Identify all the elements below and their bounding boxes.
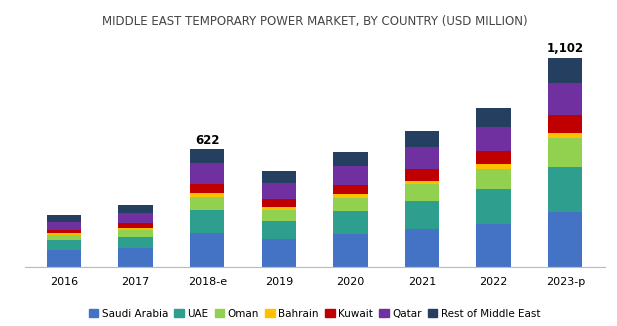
Legend: Saudi Arabia, UAE, Oman, Bahrain, Kuwait, Qatar, Rest of Middle East: Saudi Arabia, UAE, Oman, Bahrain, Kuwait… bbox=[85, 304, 545, 323]
Bar bbox=[548, 83, 582, 115]
Bar bbox=[262, 220, 296, 239]
Bar bbox=[118, 230, 153, 236]
Bar bbox=[118, 248, 153, 267]
Bar bbox=[262, 171, 296, 183]
Bar bbox=[405, 147, 439, 169]
Bar bbox=[405, 229, 439, 267]
Bar bbox=[262, 207, 296, 210]
Bar bbox=[333, 211, 368, 234]
Bar bbox=[190, 210, 225, 233]
Bar bbox=[190, 193, 225, 197]
Bar bbox=[118, 205, 153, 213]
Bar bbox=[118, 228, 153, 230]
Bar bbox=[47, 222, 81, 230]
Bar bbox=[476, 126, 511, 151]
Bar bbox=[262, 199, 296, 207]
Bar bbox=[47, 215, 81, 222]
Bar bbox=[118, 236, 153, 248]
Bar bbox=[333, 152, 368, 166]
Bar bbox=[548, 133, 582, 139]
Bar bbox=[405, 185, 439, 201]
Bar bbox=[47, 233, 81, 235]
Bar bbox=[405, 181, 439, 185]
Bar bbox=[476, 151, 511, 164]
Bar bbox=[190, 164, 225, 184]
Bar bbox=[190, 149, 225, 164]
Bar bbox=[476, 169, 511, 189]
Bar bbox=[333, 185, 368, 194]
Bar bbox=[190, 184, 225, 193]
Bar bbox=[190, 233, 225, 267]
Bar bbox=[333, 194, 368, 198]
Bar bbox=[476, 108, 511, 126]
Bar bbox=[262, 183, 296, 199]
Bar bbox=[118, 223, 153, 228]
Bar bbox=[405, 201, 439, 229]
Bar bbox=[47, 230, 81, 233]
Bar bbox=[190, 197, 225, 210]
Bar bbox=[262, 239, 296, 267]
Bar bbox=[476, 224, 511, 267]
Bar bbox=[333, 166, 368, 185]
Bar bbox=[47, 250, 81, 267]
Bar bbox=[405, 169, 439, 181]
Bar bbox=[476, 189, 511, 224]
Bar bbox=[476, 164, 511, 169]
Bar bbox=[47, 240, 81, 250]
Bar bbox=[548, 115, 582, 133]
Bar bbox=[548, 167, 582, 212]
Text: 1,102: 1,102 bbox=[547, 42, 584, 55]
Title: MIDDLE EAST TEMPORARY POWER MARKET, BY COUNTRY (USD MILLION): MIDDLE EAST TEMPORARY POWER MARKET, BY C… bbox=[102, 15, 528, 28]
Bar bbox=[333, 234, 368, 267]
Bar bbox=[405, 131, 439, 147]
Bar bbox=[262, 210, 296, 220]
Bar bbox=[118, 213, 153, 223]
Bar bbox=[333, 198, 368, 211]
Text: 622: 622 bbox=[195, 134, 220, 147]
Bar bbox=[548, 58, 582, 83]
Bar bbox=[548, 139, 582, 167]
Bar bbox=[47, 235, 81, 240]
Bar bbox=[548, 212, 582, 267]
